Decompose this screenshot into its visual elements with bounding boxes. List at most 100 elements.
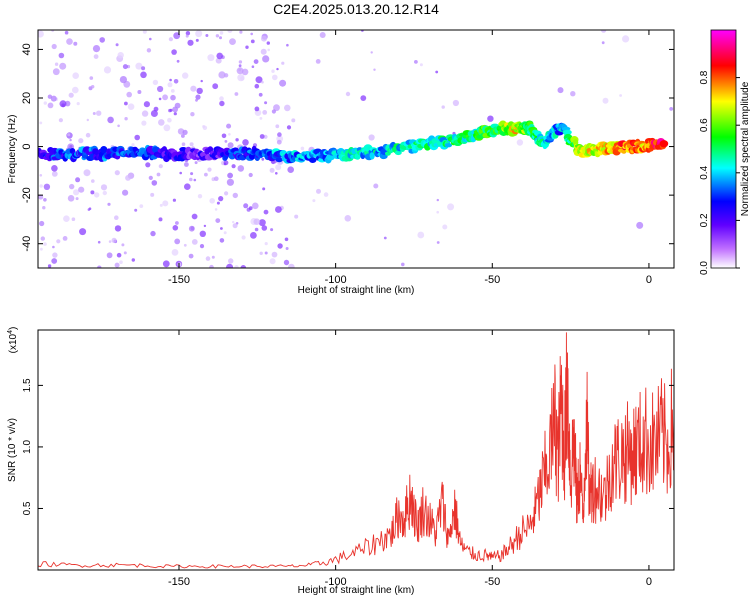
noise-dot xyxy=(622,35,630,43)
noise-dot xyxy=(162,94,169,101)
noise-dot xyxy=(58,118,64,123)
noise-dot xyxy=(220,227,223,230)
noise-dot xyxy=(47,264,52,268)
noise-dot xyxy=(137,90,142,94)
colorbar: 0.0 0.2 0.4 0.6 0.8 Normalized spectral ampl… xyxy=(699,29,750,275)
noise-dot xyxy=(452,99,459,107)
noise-dot xyxy=(216,52,223,60)
ridge-blob xyxy=(659,140,669,148)
noise-dot xyxy=(150,110,158,117)
noise-dot xyxy=(218,71,226,79)
noise-dot xyxy=(190,112,195,117)
noise-dot xyxy=(232,220,235,224)
noise-dot xyxy=(207,167,212,172)
noise-dot xyxy=(43,242,47,246)
noise-dot xyxy=(276,139,282,145)
noise-dot xyxy=(215,34,220,38)
noise-dot xyxy=(487,115,494,122)
noise-dot xyxy=(58,52,65,59)
noise-dot xyxy=(272,74,278,81)
noise-dot xyxy=(252,202,259,210)
noise-dot xyxy=(516,139,524,146)
noise-dot xyxy=(174,238,181,245)
noise-dot xyxy=(223,231,227,235)
noise-dot xyxy=(66,38,73,45)
noise-dot xyxy=(219,31,224,35)
noise-dot xyxy=(199,244,205,249)
noise-dot xyxy=(442,224,448,230)
noise-dot xyxy=(197,194,203,199)
noise-dot xyxy=(169,78,172,82)
noise-dot xyxy=(89,76,94,80)
noise-dot xyxy=(286,125,292,130)
ridge-blob xyxy=(444,143,452,148)
noise-dot xyxy=(254,83,260,89)
noise-dot xyxy=(383,236,387,240)
noise-dot xyxy=(269,167,275,173)
noise-dot xyxy=(124,117,128,121)
noise-dot xyxy=(68,92,74,98)
noise-dot xyxy=(241,235,246,240)
noise-dot xyxy=(202,125,208,130)
figure-title: C2E4.2025.013.20.12.R14 xyxy=(273,1,439,17)
noise-dot xyxy=(100,184,108,191)
noise-dot xyxy=(121,243,125,247)
noise-dot xyxy=(270,228,274,232)
noise-dot xyxy=(251,65,255,68)
noise-dot xyxy=(262,55,270,63)
noise-dot xyxy=(188,225,195,232)
noise-dot xyxy=(234,265,239,268)
noise-dot xyxy=(441,105,445,109)
spectrogram-frame xyxy=(37,29,675,269)
noise-dot xyxy=(215,218,221,224)
noise-dot xyxy=(115,43,119,47)
noise-dot xyxy=(171,249,179,256)
noise-dot xyxy=(73,189,80,196)
noise-dot xyxy=(119,260,123,265)
noise-dot xyxy=(185,34,189,38)
noise-dot xyxy=(253,218,261,225)
noise-dot xyxy=(271,69,275,73)
snr-x-ticks: -150 -100 -50 0 xyxy=(168,330,652,588)
spectrogram-panel: -150 -100 -50 0 -40 -20 0 20 40 Height of strai… xyxy=(7,29,675,296)
noise-dot xyxy=(600,30,607,33)
noise-dot xyxy=(277,132,282,137)
noise-dot xyxy=(64,30,69,35)
noise-dot xyxy=(248,206,253,211)
noise-dot xyxy=(218,196,224,202)
y-tick-label: 1.0 xyxy=(22,440,33,454)
noise-dot xyxy=(63,215,70,222)
noise-dot xyxy=(67,133,71,137)
noise-dot xyxy=(167,82,173,88)
snr-multiplier: (x104) xyxy=(7,327,19,354)
noise-dot xyxy=(172,198,176,202)
noise-dot xyxy=(228,133,231,136)
noise-dot xyxy=(172,225,179,231)
noise-dot xyxy=(108,240,112,243)
noise-dot xyxy=(168,37,173,42)
noise-dot xyxy=(232,223,238,229)
noise-dot xyxy=(262,110,268,115)
noise-dot xyxy=(106,252,113,259)
noise-dot xyxy=(189,177,193,182)
noise-dot xyxy=(435,70,439,74)
noise-dot xyxy=(281,61,285,65)
noise-dot xyxy=(209,198,215,204)
noise-dot xyxy=(234,92,239,96)
noise-dot xyxy=(287,166,295,173)
noise-dot xyxy=(264,251,268,255)
noise-dot xyxy=(56,239,61,244)
noise-dot xyxy=(227,30,233,33)
noise-dot xyxy=(235,138,239,142)
noise-dot xyxy=(75,177,81,183)
noise-dot xyxy=(150,230,156,237)
noise-dot xyxy=(195,98,198,102)
noise-dot xyxy=(97,240,101,244)
noise-dot xyxy=(300,146,305,151)
noise-dot xyxy=(182,129,188,135)
noise-dot xyxy=(170,94,176,101)
y-tick-label: -20 xyxy=(21,187,33,203)
noise-dot xyxy=(167,117,172,123)
noise-dot xyxy=(239,30,243,34)
